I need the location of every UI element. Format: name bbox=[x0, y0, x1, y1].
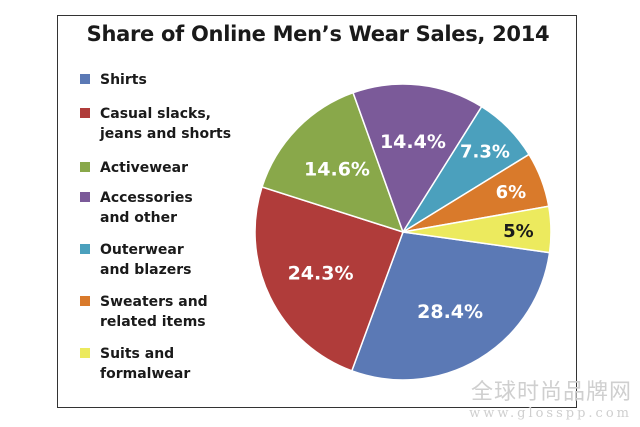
legend-label: Casual slacks, jeans and shorts bbox=[100, 106, 232, 142]
legend-label: Suits and formalwear bbox=[100, 346, 191, 382]
legend-label: Shirts bbox=[100, 72, 147, 88]
legend-item: Shirts bbox=[80, 70, 147, 90]
legend-swatch bbox=[80, 162, 90, 172]
pie-slice bbox=[254, 186, 404, 372]
legend-item: Suits and formalwear bbox=[80, 344, 190, 384]
chart-title: Share of Online Men’s Wear Sales, 2014 bbox=[86, 22, 550, 46]
legend-item: Sweaters and related items bbox=[80, 292, 208, 332]
legend-item: Outerwear and blazers bbox=[80, 240, 191, 280]
legend-swatch bbox=[80, 108, 90, 118]
watermark-url: www.glosspp.com bbox=[469, 406, 632, 421]
legend-item: Accessories and other bbox=[80, 188, 193, 228]
legend-swatch bbox=[80, 348, 90, 358]
slice-value-label: 28.4% bbox=[417, 301, 483, 323]
legend-item: Activewear bbox=[80, 158, 188, 178]
legend-swatch bbox=[80, 244, 90, 254]
legend-label: Sweaters and related items bbox=[100, 294, 208, 330]
slice-value-label: 14.6% bbox=[304, 158, 370, 180]
legend-label: Outerwear and blazers bbox=[100, 242, 192, 278]
legend-swatch bbox=[80, 296, 90, 306]
pie-slice bbox=[350, 231, 551, 381]
slice-value-label: 24.3% bbox=[288, 262, 354, 284]
legend-swatch bbox=[80, 74, 90, 84]
slice-value-label: 6% bbox=[496, 182, 527, 203]
legend-label: Activewear bbox=[100, 160, 189, 176]
watermark: 全球时尚品牌网 www.glosspp.com bbox=[469, 374, 632, 421]
pie-slice bbox=[261, 91, 405, 234]
legend-label: Accessories and other bbox=[100, 190, 193, 226]
pie-slice bbox=[402, 205, 552, 254]
slice-value-label: 7.3% bbox=[460, 142, 510, 163]
watermark-text-cn: 全球时尚品牌网 bbox=[470, 380, 632, 405]
slice-value-label: 5% bbox=[503, 221, 534, 242]
pie-slice bbox=[352, 83, 483, 234]
legend-item: Casual slacks, jeans and shorts bbox=[80, 104, 231, 144]
legend-swatch bbox=[80, 192, 90, 202]
slice-value-label: 14.4% bbox=[380, 131, 446, 153]
